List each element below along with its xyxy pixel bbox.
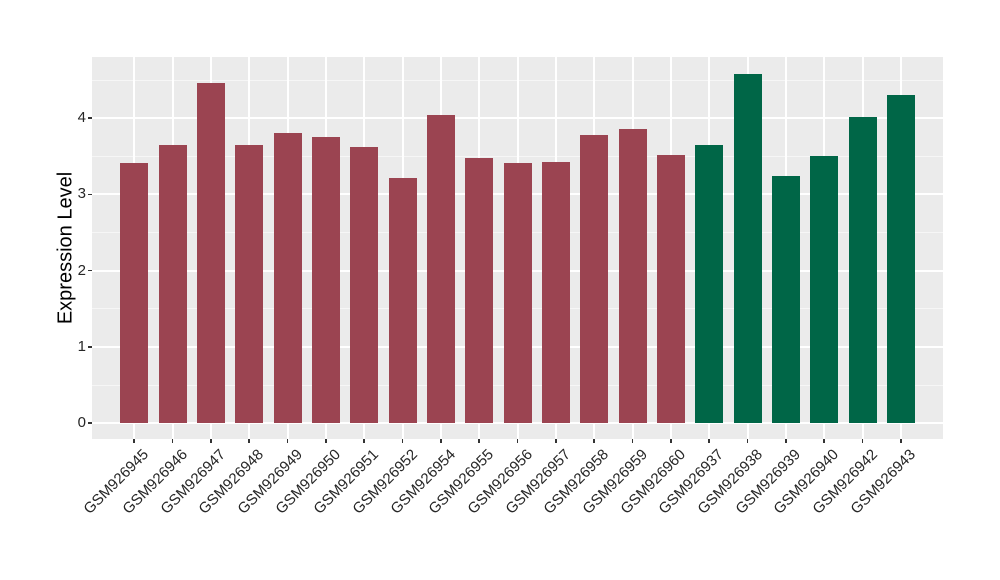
x-tick	[861, 439, 864, 443]
y-tick	[88, 346, 92, 348]
y-tick	[88, 117, 92, 119]
bar-GSM926947	[196, 83, 225, 424]
bar-GSM926938	[733, 73, 762, 424]
y-tick-label: 0	[77, 414, 86, 432]
x-tick	[631, 439, 634, 443]
x-tick	[286, 439, 289, 443]
x-tick	[900, 439, 902, 443]
x-tick	[401, 439, 404, 443]
y-tick	[88, 269, 92, 272]
x-tick	[785, 439, 787, 443]
bar-GSM926945	[120, 163, 149, 424]
x-tick	[516, 439, 519, 443]
bar-GSM926949	[273, 132, 302, 424]
x-tick	[593, 439, 595, 443]
x-tick	[210, 439, 212, 443]
bar-GSM926955	[465, 157, 494, 424]
bar-GSM926956	[503, 163, 532, 424]
y-tick-label: 4	[77, 109, 86, 127]
bar-GSM926946	[158, 144, 187, 424]
y-tick-label: 1	[77, 337, 86, 355]
bar-GSM926939	[771, 176, 800, 424]
x-tick	[555, 439, 557, 443]
x-tick	[133, 439, 135, 443]
x-tick	[363, 439, 365, 443]
x-tick	[746, 439, 749, 443]
bar-GSM926959	[618, 128, 647, 424]
bar-GSM926954	[426, 115, 455, 424]
bar-GSM926952	[388, 178, 417, 424]
bar-GSM926951	[350, 147, 379, 424]
y-tick-label: 3	[77, 185, 86, 203]
bar-GSM926958	[580, 134, 609, 424]
y-tick	[88, 193, 92, 196]
x-tick	[325, 439, 327, 443]
bar-GSM926942	[848, 117, 877, 424]
x-tick	[708, 439, 710, 443]
bar-GSM926940	[810, 156, 839, 424]
bar-GSM926950	[311, 137, 340, 424]
bar-GSM926943	[886, 95, 915, 424]
x-tick	[171, 439, 174, 443]
bar-GSM926937	[695, 144, 724, 424]
x-tick	[440, 439, 442, 443]
bar-GSM926960	[656, 154, 685, 424]
y-tick	[88, 422, 92, 424]
x-tick	[248, 439, 250, 443]
y-tick-label: 2	[77, 261, 86, 279]
x-tick	[823, 439, 825, 443]
bar-GSM926957	[541, 161, 570, 424]
x-tick	[670, 439, 672, 443]
x-tick	[478, 439, 480, 443]
plot-panel	[92, 57, 943, 439]
bar-GSM926948	[235, 144, 264, 424]
